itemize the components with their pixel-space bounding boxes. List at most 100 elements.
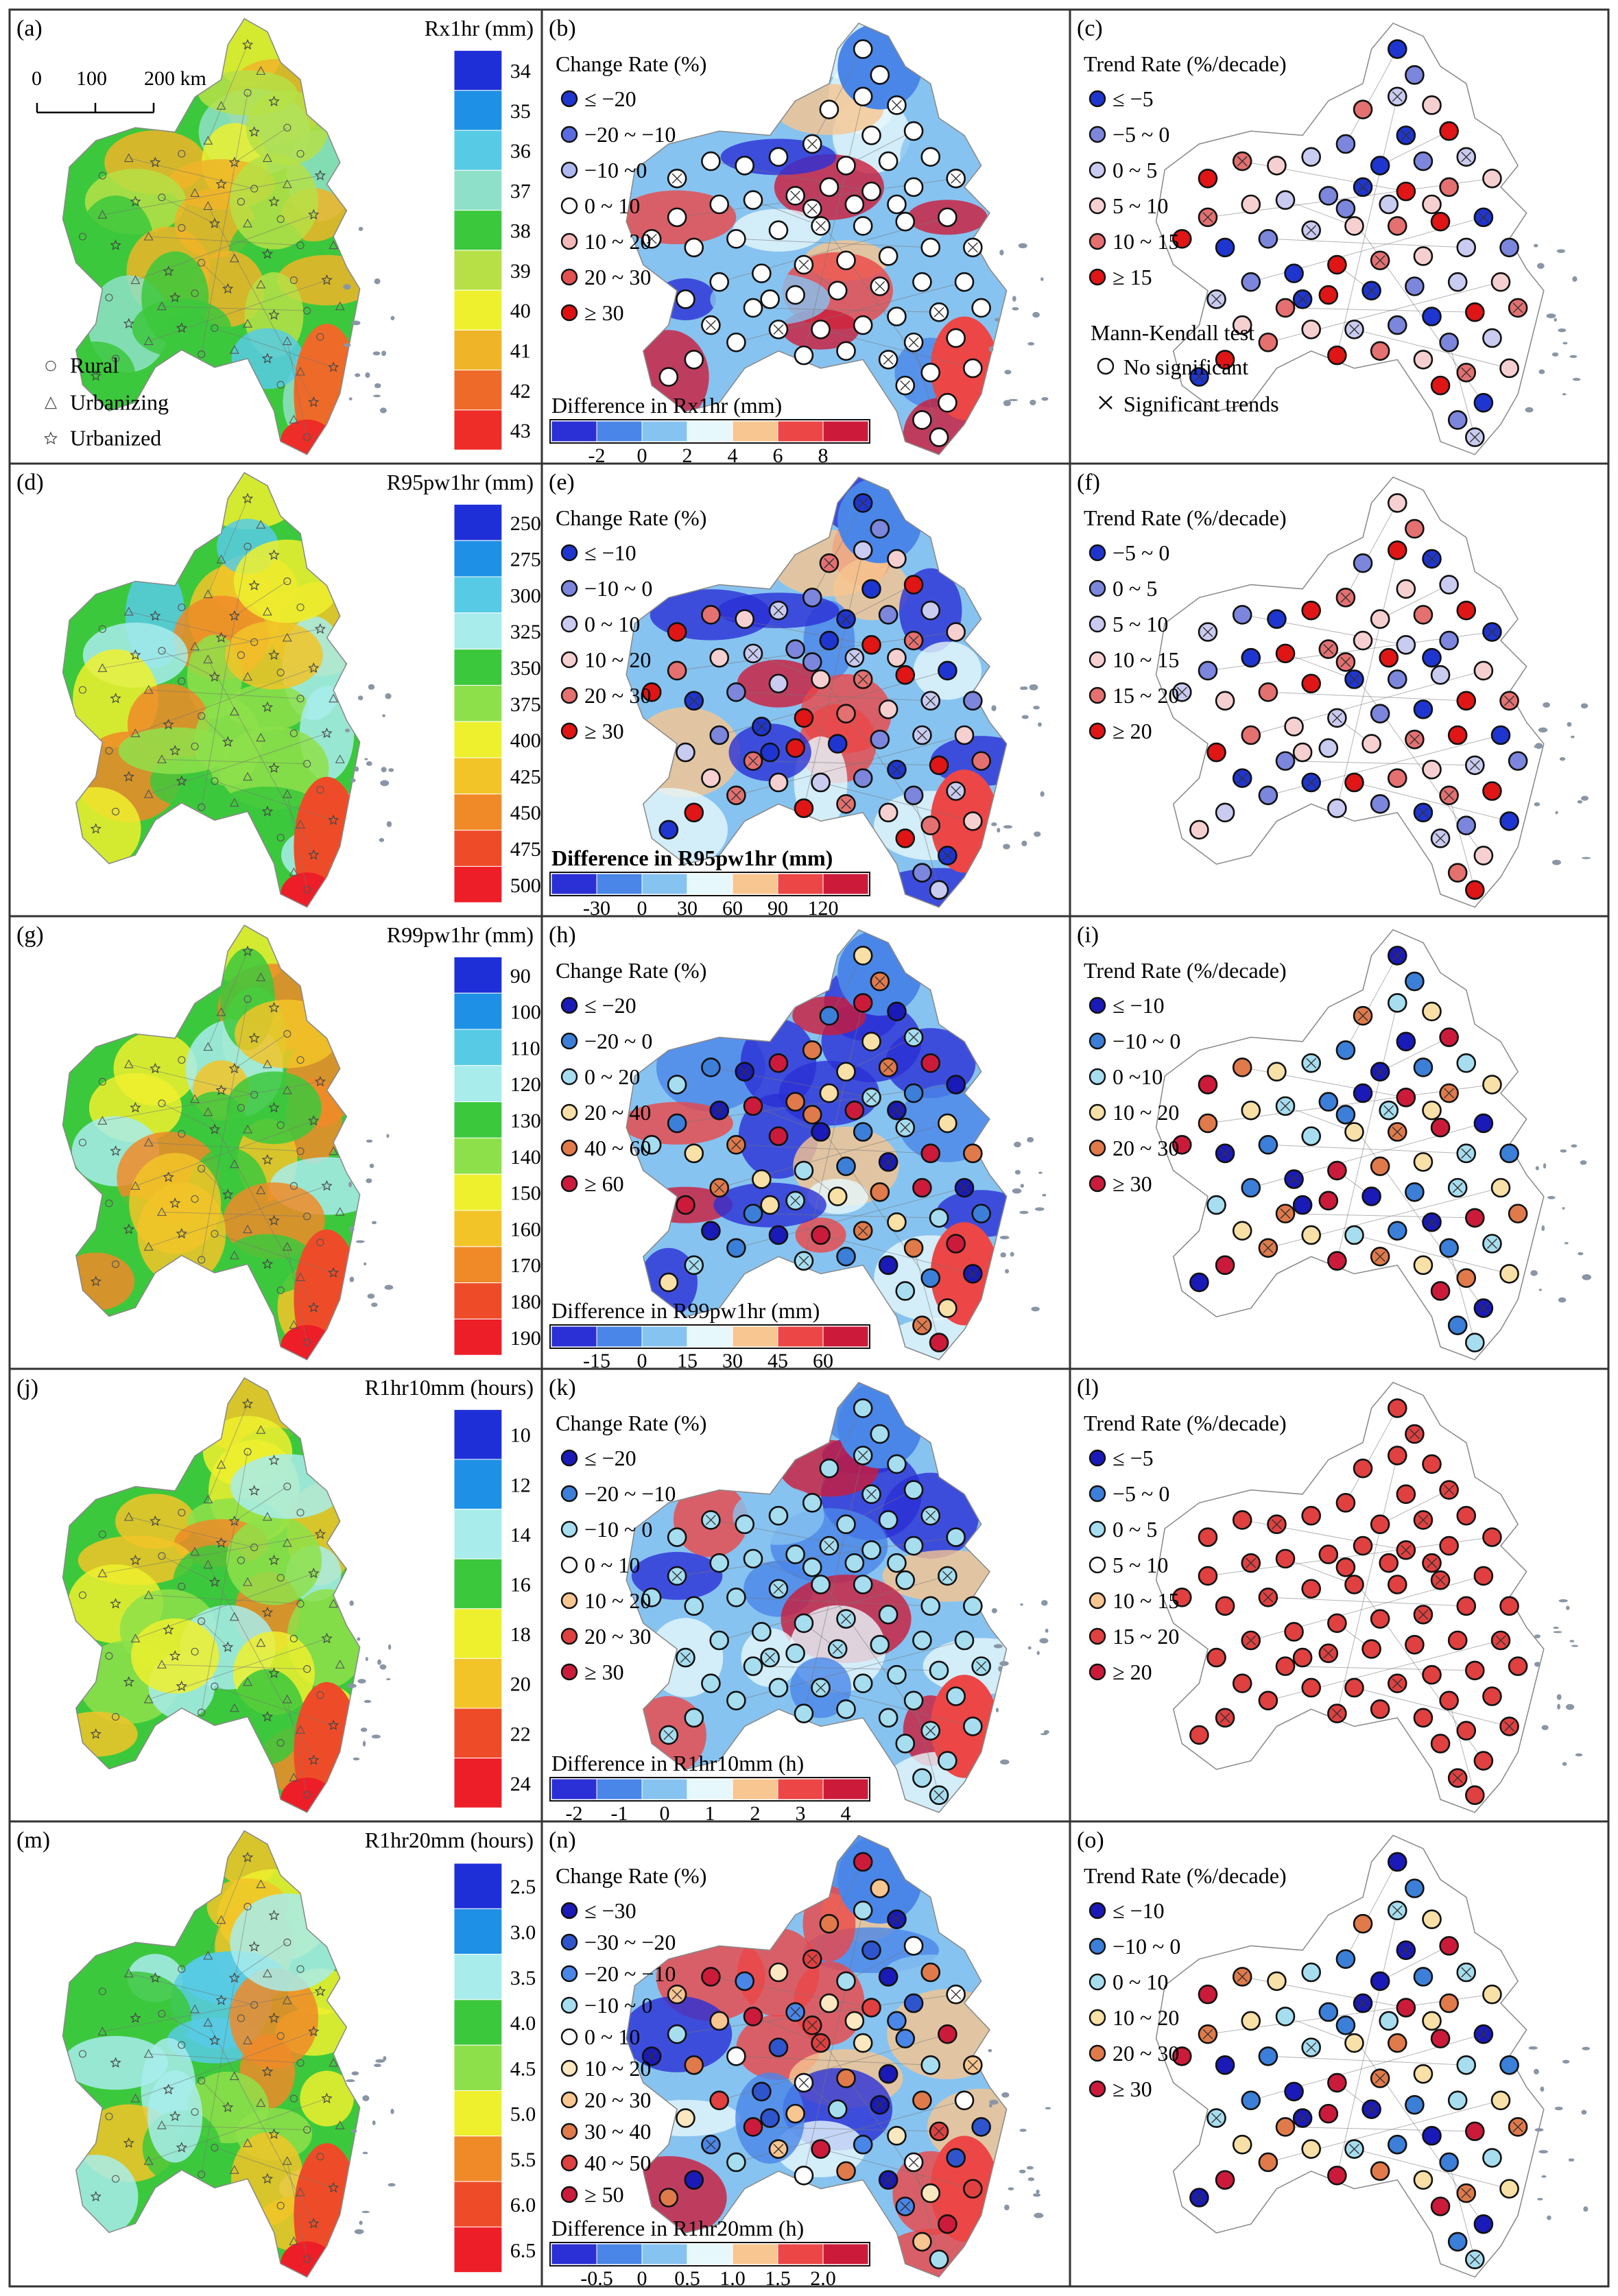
station-marker (1318, 2103, 1339, 2124)
prefecture-boundary (1354, 1687, 1510, 1727)
station-marker (903, 1535, 924, 1556)
difference-tick: 6 (773, 444, 783, 467)
island-shape (351, 320, 361, 326)
significant-trend-mark (1435, 833, 1446, 844)
station-marker (1292, 742, 1313, 763)
station-marker (726, 2152, 746, 2173)
station-marker (1171, 1135, 1192, 1155)
prefecture-boundary (913, 1247, 940, 1343)
island-shape (1032, 2193, 1041, 2197)
significant-trend-mark (1452, 1182, 1463, 1193)
colorbar-swatch (453, 576, 503, 614)
island-shape (1014, 1141, 1021, 1148)
significant-trend-mark (1340, 656, 1351, 667)
island-shape (1538, 1289, 1542, 1291)
colorbar-swatch (453, 2226, 503, 2273)
station-marker (743, 1656, 763, 1676)
urbanizing-site-marker (296, 1272, 305, 1281)
significant-trend-mark (1427, 1557, 1438, 1568)
significant-trend-mark (1271, 1519, 1282, 1530)
prefecture-boundary (820, 1687, 973, 1727)
urbanized-site-marker (169, 2110, 181, 2122)
urbanized-site-marker (123, 1223, 135, 1234)
station-marker (1327, 345, 1347, 366)
island-shape (1012, 1188, 1022, 1194)
difference-swatch (641, 420, 688, 442)
urbanizing-site-marker (282, 1538, 292, 1547)
region-outline (1155, 476, 1545, 908)
station-marker (1379, 2011, 1399, 2031)
station-marker (938, 392, 957, 413)
legend-label: 5 ~ 10 (1113, 193, 1168, 218)
station-marker (768, 1677, 789, 1698)
station-marker (878, 605, 899, 625)
urbanized-site-marker (123, 771, 135, 782)
island-shape (347, 1684, 357, 1688)
station-marker (1327, 1160, 1347, 1181)
urbanizing-site-marker (282, 1241, 292, 1251)
station-marker (870, 1878, 890, 1898)
station-marker (1206, 1647, 1226, 1668)
station-marker (1335, 134, 1356, 154)
island-shape (994, 318, 1001, 322)
urbanized-site-marker (261, 2066, 274, 2077)
island-shape (1012, 307, 1019, 311)
station-marker (954, 1630, 975, 1651)
legend-title: Trend Rate (%/decade) (1084, 1863, 1287, 1888)
difference-tick: -0.5 (580, 2267, 613, 2290)
station-marker (971, 298, 991, 318)
difference-title: Difference in R99pw1hr (mm) (551, 1298, 820, 1323)
rural-site-marker (276, 669, 285, 677)
station-marker (1361, 734, 1381, 754)
station-marker (1473, 1113, 1494, 1134)
station-marker (1456, 691, 1477, 711)
urbanizing-site-marker (256, 520, 266, 529)
rural-site-marker (198, 1708, 206, 1717)
rural-site-marker (237, 651, 245, 659)
significant-trend-mark (1211, 2113, 1222, 2124)
significant-trend-mark (1383, 1105, 1394, 1116)
urbanized-site-marker (314, 169, 326, 180)
station-marker (768, 2037, 789, 2057)
urbanizing-site-marker (296, 820, 305, 828)
station-marker (1353, 630, 1373, 651)
legend-title: Change Rate (%) (556, 505, 706, 530)
station-marker (1370, 2161, 1390, 2181)
station-marker (963, 2179, 983, 2199)
difference-swatch (777, 1778, 824, 1800)
island-shape (377, 1659, 381, 1665)
station-marker (861, 1031, 881, 1052)
rural-site-marker (303, 1665, 311, 1673)
station-marker (912, 2090, 932, 2111)
island-shape (1030, 399, 1036, 406)
rural-site-marker (178, 2041, 186, 2049)
rural-site-marker (178, 150, 186, 158)
significant-trend-mark (900, 380, 911, 391)
station-marker (1353, 553, 1373, 573)
station-marker (853, 540, 873, 560)
station-marker (1482, 328, 1502, 348)
significant-trend-mark (1366, 2104, 1377, 2115)
prefecture-boundary (234, 581, 288, 617)
legend-swatch (560, 304, 578, 322)
rural-site-marker (198, 1164, 206, 1173)
map-title: R1hr20mm (hours) (365, 1828, 534, 1852)
station-marker (1405, 1634, 1425, 1655)
island-shape (379, 407, 387, 414)
station-marker (1387, 1852, 1407, 1872)
significant-trend-mark (1357, 1998, 1368, 2009)
station-marker (1396, 1484, 1416, 1505)
colorbar-tick: 22 (510, 1723, 531, 1745)
legend-label: ≥ 15 (1113, 265, 1152, 289)
significant-trend-mark (1246, 1635, 1257, 1646)
station-marker (954, 272, 975, 292)
station-marker (963, 1596, 983, 1616)
station-marker (1370, 794, 1390, 814)
prefecture-boundary (207, 659, 314, 856)
island-shape (998, 1666, 1002, 1672)
colorbar-tick: 6.5 (510, 2240, 536, 2262)
island-shape (1001, 2092, 1010, 2098)
station-marker (1232, 1510, 1252, 1530)
